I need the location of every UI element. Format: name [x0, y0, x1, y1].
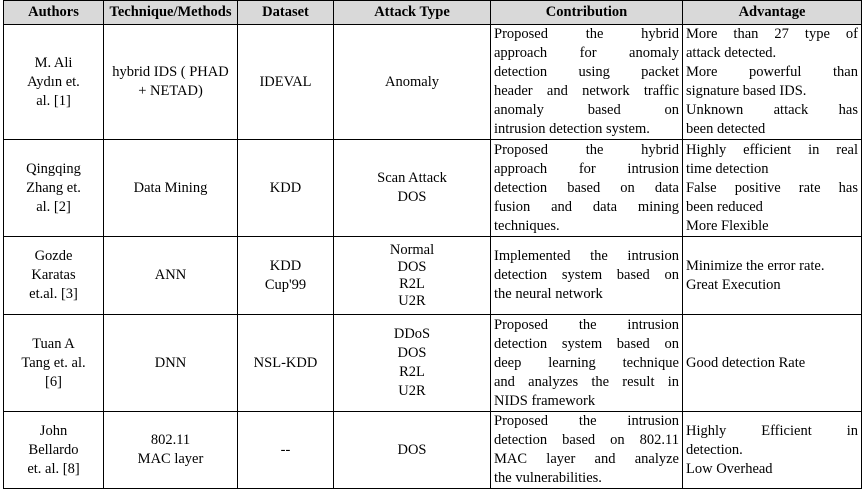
contribution-cell: Implemented the intrusion detection syst… — [490, 236, 683, 315]
authors-cell: John Bellardo et. al. [8] — [3, 411, 104, 489]
attack-type-cell: Scan Attack DOS — [333, 139, 491, 237]
authors-cell: Tuan A Tang et. al. [6] — [3, 314, 104, 412]
table-row: Gozde Karatas et.al. [3] ANN KDD Cup'99 … — [3, 236, 862, 315]
dataset-cell: NSL-KDD — [237, 314, 334, 412]
authors-cell: Qingqing Zhang et. al. [2] — [3, 139, 104, 237]
table-row: John Bellardo et. al. [8] 802.11 MAC lay… — [3, 411, 862, 489]
contribution-cell: Proposed the hybrid approach for intrusi… — [490, 139, 683, 237]
header-dataset: Dataset — [237, 0, 334, 25]
header-authors: Authors — [3, 0, 104, 25]
header-technique: Technique/Methods — [103, 0, 238, 25]
advantage-cell: Good detection Rate — [682, 314, 862, 412]
header-row: Authors Technique/Methods Dataset Attack… — [3, 0, 862, 25]
header-contribution: Contribution — [490, 0, 683, 25]
contribution-cell: Proposed the intrusion detection based o… — [490, 411, 683, 489]
table-row: Qingqing Zhang et. al. [2] Data Mining K… — [3, 139, 862, 237]
dataset-cell: -- — [237, 411, 334, 489]
attack-type-cell: DOS — [333, 411, 491, 489]
contribution-cell: Proposed the intrusion detection system … — [490, 314, 683, 412]
contribution-cell: Proposed the hybrid approach for anomaly… — [490, 24, 683, 140]
technique-cell: ANN — [103, 236, 238, 315]
dataset-cell: KDD — [237, 139, 334, 237]
attack-type-cell: Normal DOS R2L U2R — [333, 236, 491, 315]
technique-cell: hybrid IDS ( PHAD + NETAD) — [103, 24, 238, 140]
survey-table: Authors Technique/Methods Dataset Attack… — [3, 0, 862, 489]
authors-cell: M. Ali Aydın et. al. [1] — [3, 24, 104, 140]
header-advantage: Advantage — [682, 0, 862, 25]
dataset-cell: KDD Cup'99 — [237, 236, 334, 315]
table-row: M. Ali Aydın et. al. [1] hybrid IDS ( PH… — [3, 24, 862, 140]
technique-cell: 802.11 MAC layer — [103, 411, 238, 489]
advantage-cell: Highly Efficient in detection. Low Overh… — [682, 411, 862, 489]
attack-type-cell: Anomaly — [333, 24, 491, 140]
advantage-cell: More than 27 type of attack detected. Mo… — [682, 24, 862, 140]
technique-cell: DNN — [103, 314, 238, 412]
advantage-cell: Minimize the error rate. Great Execution — [682, 236, 862, 315]
technique-cell: Data Mining — [103, 139, 238, 237]
attack-type-cell: DDoS DOS R2L U2R — [333, 314, 491, 412]
advantage-cell: Highly efficient in real time detection … — [682, 139, 862, 237]
header-attack-type: Attack Type — [333, 0, 491, 25]
authors-cell: Gozde Karatas et.al. [3] — [3, 236, 104, 315]
dataset-cell: IDEVAL — [237, 24, 334, 140]
table-row: Tuan A Tang et. al. [6] DNN NSL-KDD DDoS… — [3, 314, 862, 412]
